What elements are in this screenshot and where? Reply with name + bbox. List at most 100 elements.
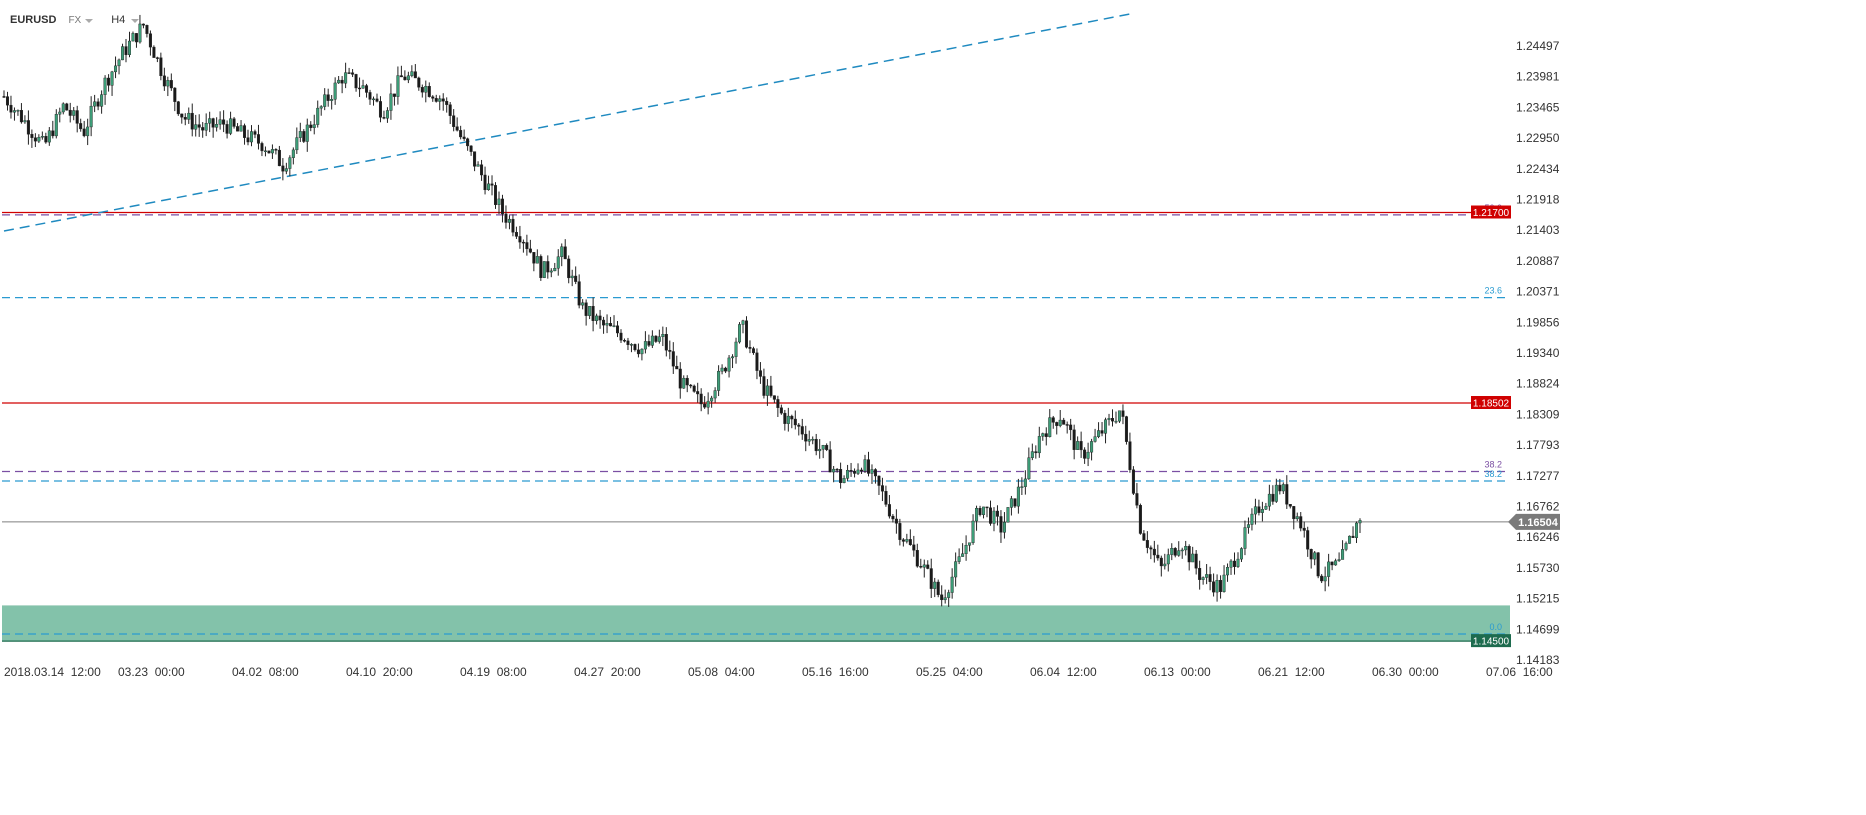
- candle-up: [947, 592, 951, 598]
- candle-down: [420, 87, 424, 93]
- candle-down: [448, 104, 452, 116]
- candle-up: [305, 124, 309, 142]
- candle-down: [9, 104, 13, 113]
- candle-up: [1229, 560, 1233, 568]
- candle-down: [696, 391, 700, 395]
- candle-down: [567, 258, 571, 279]
- candle-down: [825, 445, 829, 450]
- candle-down: [1306, 530, 1310, 550]
- timeframe-label[interactable]: H4: [111, 14, 126, 26]
- candle-up: [943, 597, 947, 601]
- candle-down: [1351, 535, 1355, 538]
- price-tags-layer: 1.21700 1.18502 1.14500 1.16504: [1471, 205, 1560, 648]
- candle-down: [1285, 484, 1289, 505]
- candle-down: [260, 143, 264, 152]
- price-axis[interactable]: 1.24497 1.23981 1.23465 1.22950 1.22434 1.219…: [1516, 39, 1560, 667]
- y-tick-label: 1.17277: [1516, 469, 1560, 483]
- candle-up: [1117, 410, 1121, 422]
- candle-up: [846, 470, 850, 479]
- y-tick-label: 1.14699: [1516, 622, 1560, 636]
- y-tick-label: 1.22950: [1516, 131, 1560, 145]
- y-tick-label: 1.14183: [1516, 653, 1560, 667]
- candle-up: [218, 119, 222, 125]
- candle-down: [19, 110, 23, 123]
- candle-up: [121, 46, 125, 61]
- candle-down: [145, 25, 149, 34]
- candle-up: [204, 123, 208, 131]
- time-axis[interactable]: 2018.03.14 12:00 03.23 00:00 04.02 08:00 04…: [4, 665, 1553, 679]
- candle-down: [1316, 552, 1320, 577]
- candle-down: [354, 74, 358, 89]
- candle-down: [703, 403, 707, 408]
- candle-up: [323, 94, 327, 107]
- candle-down: [853, 470, 857, 474]
- candle-down: [1288, 504, 1292, 507]
- support-zone[interactable]: [2, 605, 1510, 642]
- candle-up: [1337, 559, 1341, 561]
- candle-up: [270, 149, 274, 154]
- candles-layer: [2, 14, 1362, 607]
- candle-up: [344, 72, 348, 84]
- candle-up: [1177, 550, 1181, 556]
- candle-down: [141, 23, 145, 26]
- x-tick-label: 04.19 08:00: [460, 665, 527, 679]
- candle-down: [1100, 430, 1104, 434]
- candle-up: [1006, 507, 1010, 523]
- candle-up: [1205, 574, 1209, 578]
- candle-down: [441, 98, 445, 102]
- candle-down: [532, 252, 536, 264]
- candle-down: [1121, 410, 1125, 417]
- candle-down: [915, 550, 919, 567]
- candle-down: [1083, 449, 1087, 459]
- y-tick-label: 1.23465: [1516, 100, 1560, 114]
- candle-up: [549, 270, 553, 273]
- candle-down: [1219, 580, 1223, 592]
- candle-up: [542, 261, 546, 278]
- candle-down: [1072, 429, 1076, 450]
- candle-up: [560, 246, 564, 257]
- candle-up: [933, 581, 937, 589]
- candle-down: [1062, 419, 1066, 425]
- candle-down: [988, 507, 992, 524]
- candle-down: [901, 539, 905, 542]
- candle-down: [197, 124, 201, 128]
- level-lines-layer: 50.023.638.238.20.0: [2, 203, 1510, 642]
- y-tick-label: 1.18824: [1516, 377, 1560, 391]
- candle-up: [1222, 574, 1226, 592]
- candle-up: [553, 268, 557, 272]
- candle-down: [591, 306, 595, 321]
- candle-down: [887, 504, 891, 517]
- candle-up: [507, 218, 511, 223]
- market-chevron-down-icon[interactable]: [85, 18, 94, 23]
- candle-down: [274, 149, 278, 151]
- candle-down: [2, 96, 6, 98]
- candle-down: [1278, 484, 1282, 492]
- market-label[interactable]: FX: [68, 14, 82, 26]
- symbol-label[interactable]: EURUSD: [10, 14, 57, 26]
- candle-up: [961, 553, 965, 557]
- candle-down: [365, 85, 369, 93]
- candle-up: [720, 367, 724, 372]
- candle-up: [629, 344, 633, 346]
- candle-down: [256, 134, 260, 144]
- candle-up: [117, 59, 121, 67]
- x-tick-label: 2018.03.14 12:00: [4, 665, 101, 679]
- candle-up: [396, 75, 400, 97]
- candle-up: [298, 131, 302, 138]
- candle-down: [473, 151, 477, 167]
- y-tick-label: 1.16246: [1516, 530, 1560, 544]
- x-tick-label: 04.27 20:00: [574, 665, 641, 679]
- candle-up: [1114, 420, 1118, 423]
- candle-down: [309, 124, 313, 128]
- y-tick-label: 1.21403: [1516, 223, 1560, 237]
- candle-up: [1215, 580, 1219, 593]
- timeframe-chevron-down-icon[interactable]: [131, 18, 140, 23]
- candle-down: [51, 130, 55, 137]
- candle-down: [1051, 417, 1055, 423]
- candle-up: [964, 545, 968, 554]
- candle-down: [671, 351, 675, 367]
- candle-down: [783, 412, 787, 424]
- candle-down: [368, 92, 372, 100]
- x-tick-label: 04.02 08:00: [232, 665, 299, 679]
